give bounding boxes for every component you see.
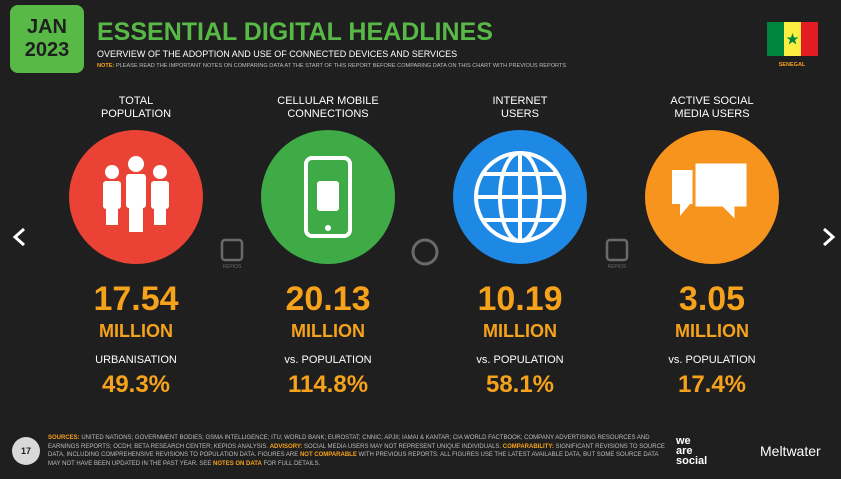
source-text: NOT COMPARABLE bbox=[299, 452, 357, 458]
flag bbox=[767, 22, 818, 56]
note: NOTE: PLEASE READ THE IMPORTANT NOTES ON… bbox=[97, 63, 566, 69]
stat-sub-label: vs. POPULATION bbox=[284, 354, 371, 366]
stat-sub-value: 58.1% bbox=[486, 371, 554, 398]
brand-we-are-social: social bbox=[676, 455, 707, 467]
stat-label: TOTAL bbox=[119, 95, 153, 107]
svg-text:KEPIOS: KEPIOS bbox=[608, 264, 627, 270]
prev-arrow[interactable] bbox=[12, 227, 25, 247]
stat-unit: MILLION bbox=[483, 321, 557, 341]
stat-sub-label: URBANISATION bbox=[95, 354, 177, 366]
source-text: SIGNIFICANT REVISIONS TO SOURCE DATA, IN… bbox=[48, 443, 665, 459]
note-text: PLEASE READ THE IMPORTANT NOTES ON COMPA… bbox=[115, 63, 567, 69]
stat-unit: MILLION bbox=[675, 321, 749, 341]
date-month: JAN bbox=[27, 16, 67, 38]
brand-meltwater: Meltwater bbox=[760, 443, 821, 459]
source-text: COMPARABILITY: bbox=[502, 443, 554, 450]
source-text: WITH PREVIOUS REPORTS. ALL FIGURES USE T… bbox=[48, 452, 659, 467]
stat-sub-value: 17.4% bbox=[678, 371, 746, 398]
next-arrow[interactable] bbox=[823, 227, 836, 247]
title: ESSENTIAL DIGITAL HEADLINES bbox=[97, 18, 493, 46]
country: SENEGAL bbox=[779, 62, 806, 68]
svg-text:KEPIOS: KEPIOS bbox=[223, 264, 242, 270]
subtitle: OVERVIEW OF THE ADOPTION AND USE OF CONN… bbox=[97, 49, 457, 59]
page-badge bbox=[12, 437, 40, 465]
stat-unit: MILLION bbox=[99, 321, 173, 341]
source-text: NOTES ON DATA bbox=[213, 460, 262, 467]
stat-sub-value: 114.8% bbox=[288, 371, 368, 398]
source-text: FOR FULL DETAILS. bbox=[261, 460, 321, 467]
source-text: ADVISORY: bbox=[269, 443, 303, 450]
date-year: 2023 bbox=[25, 39, 70, 61]
brand-we-are-social: are bbox=[676, 445, 693, 457]
source-text: UNITED NATIONS; GOVERNMENT BODIES; GSMA … bbox=[48, 435, 650, 450]
watermark: KEPIOS KEPIOS bbox=[220, 238, 629, 270]
sources: SOURCES: UNITED NATIONS; GOVERNMENT BODI… bbox=[48, 434, 668, 468]
stat-label: CELLULAR MOBILE bbox=[277, 95, 378, 107]
source-text: SOURCES: bbox=[48, 435, 80, 441]
page-number: 17 bbox=[21, 446, 31, 456]
note-label: NOTE: bbox=[97, 63, 115, 69]
stat-label: INTERNET bbox=[493, 95, 548, 107]
stat-sub-label: vs. POPULATION bbox=[476, 354, 563, 366]
stat-value: 17.54 bbox=[93, 280, 178, 318]
stat-sub-value: 49.3% bbox=[102, 371, 170, 398]
brand-we-are-social: we bbox=[675, 435, 691, 447]
date-badge bbox=[10, 5, 84, 73]
stat-sub-label: vs. POPULATION bbox=[668, 354, 755, 366]
stat-value: 3.05 bbox=[679, 280, 745, 318]
stat-label: MEDIA USERS bbox=[674, 108, 749, 120]
stat-value: 10.19 bbox=[477, 280, 562, 318]
stat-label: CONNECTIONS bbox=[287, 108, 368, 120]
stat-label: POPULATION bbox=[101, 108, 171, 120]
stat-label: ACTIVE SOCIAL bbox=[670, 95, 753, 107]
source-text: SOCIAL MEDIA USERS MAY NOT REPRESENT UNI… bbox=[302, 443, 503, 450]
stat-label: USERS bbox=[501, 108, 539, 120]
stat-value: 20.13 bbox=[285, 280, 370, 318]
stat-unit: MILLION bbox=[291, 321, 365, 341]
